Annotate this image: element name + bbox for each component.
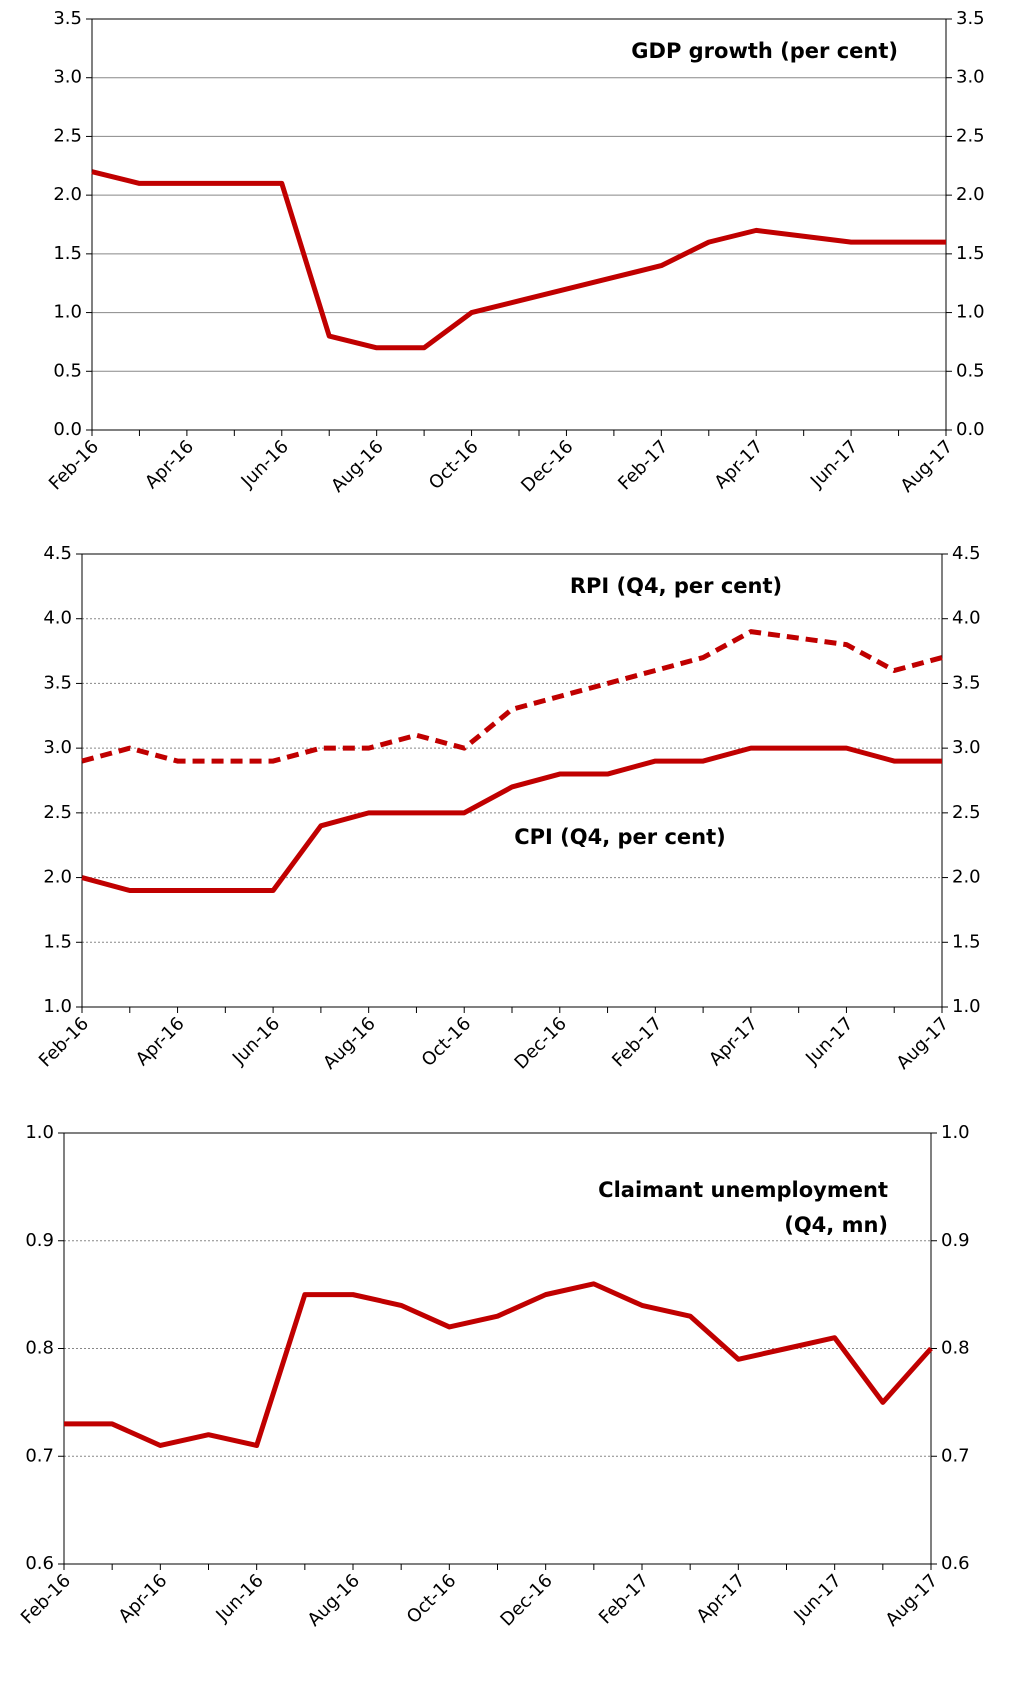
y-tick-label: 1.5 [53, 243, 82, 264]
y-tick-label: 0.9 [25, 1230, 54, 1251]
x-tick-label: Oct-16 [418, 1013, 476, 1071]
series-label: CPI (Q4, per cent) [514, 825, 726, 849]
series-line [81, 745, 942, 894]
y-tick-label: 3.5 [43, 672, 72, 693]
y2-tick-label: 3.0 [956, 67, 985, 88]
x-tick-label: Feb-16 [17, 1570, 75, 1628]
y2-tick-label: 0.5 [956, 360, 985, 381]
y-tick-label: 4.0 [43, 608, 72, 629]
x-tick-label: Feb-16 [35, 1013, 93, 1071]
chart-title: GDP growth (per cent) [631, 39, 898, 63]
y2-tick-label: 1.5 [956, 243, 985, 264]
y2-tick-label: 3.5 [952, 672, 981, 693]
y-tick-label: 2.0 [43, 867, 72, 888]
y-tick-label: 3.5 [53, 8, 82, 29]
y-tick-label: 2.5 [53, 125, 82, 146]
x-tick-label: Jun-16 [237, 436, 293, 492]
x-tick-label: Aug-17 [882, 1570, 942, 1630]
y2-tick-label: 1.0 [956, 302, 985, 323]
x-tick-label: Aug-16 [319, 1013, 379, 1073]
x-tick-label: Apr-16 [115, 1570, 172, 1627]
x-tick-label: Apr-17 [710, 436, 767, 493]
x-tick-label: Jun-16 [212, 1570, 268, 1626]
y-tick-label: 1.0 [53, 302, 82, 323]
y2-tick-label: 4.0 [952, 608, 981, 629]
chart-title: Claimant unemployment [598, 1178, 888, 1202]
x-tick-label: Aug-17 [897, 436, 957, 496]
y2-tick-label: 1.0 [952, 996, 981, 1017]
y-tick-label: 2.0 [53, 184, 82, 205]
y2-tick-label: 3.5 [956, 8, 985, 29]
series-label: RPI (Q4, per cent) [570, 574, 782, 598]
y2-tick-label: 1.5 [952, 931, 981, 952]
x-tick-label: Dec-16 [517, 436, 577, 496]
y-tick-label: 1.5 [43, 931, 72, 952]
y2-tick-label: 0.6 [941, 1553, 970, 1574]
y-tick-label: 1.0 [43, 996, 72, 1017]
x-tick-label: Dec-16 [511, 1013, 571, 1073]
y2-tick-label: 1.0 [941, 1122, 970, 1143]
x-tick-label: Feb-17 [595, 1570, 653, 1628]
y2-tick-label: 4.5 [952, 543, 981, 564]
x-tick-label: Aug-16 [327, 436, 387, 496]
y2-tick-label: 0.7 [941, 1445, 970, 1466]
y-tick-label: 4.5 [43, 543, 72, 564]
x-tick-label: Apr-16 [141, 436, 198, 493]
y2-tick-label: 0.8 [941, 1338, 970, 1359]
y2-tick-label: 3.0 [952, 737, 981, 758]
x-tick-label: Jun-17 [806, 436, 862, 492]
x-tick-label: Aug-16 [304, 1570, 364, 1630]
series-line [81, 629, 943, 764]
plot-frame [81, 553, 943, 1008]
x-tick-label: Dec-16 [496, 1570, 556, 1630]
y2-tick-label: 0.0 [956, 419, 985, 440]
y-tick-label: 0.5 [53, 360, 82, 381]
x-tick-label: Aug-17 [893, 1013, 953, 1073]
x-tick-label: Jun-17 [801, 1013, 857, 1069]
y-tick-label: 0.8 [25, 1338, 54, 1359]
x-tick-label: Jun-17 [790, 1570, 846, 1626]
y-tick-label: 0.7 [25, 1445, 54, 1466]
x-tick-label: Feb-17 [608, 1013, 666, 1071]
y2-tick-label: 2.0 [956, 184, 985, 205]
x-tick-label: Apr-16 [132, 1013, 189, 1070]
y-tick-label: 1.0 [25, 1122, 54, 1143]
y-tick-label: 3.0 [53, 67, 82, 88]
y-tick-label: 0.6 [25, 1553, 54, 1574]
x-tick-label: Oct-16 [425, 436, 483, 494]
y-tick-label: 0.0 [53, 419, 82, 440]
plot-frame [91, 18, 947, 431]
x-tick-label: Apr-17 [693, 1570, 750, 1627]
series-line [64, 1281, 933, 1448]
x-tick-label: Feb-16 [45, 436, 103, 494]
chart-title: (Q4, mn) [784, 1213, 888, 1237]
x-tick-label: Jun-16 [228, 1013, 284, 1069]
series-line [91, 169, 946, 351]
y2-tick-label: 0.9 [941, 1230, 970, 1251]
y2-tick-label: 2.5 [956, 125, 985, 146]
y2-tick-label: 2.0 [952, 867, 981, 888]
x-tick-label: Feb-17 [614, 436, 672, 494]
y-tick-label: 2.5 [43, 802, 72, 823]
x-tick-label: Apr-17 [705, 1013, 762, 1070]
x-tick-label: Oct-16 [403, 1570, 461, 1628]
y-tick-label: 3.0 [43, 737, 72, 758]
y2-tick-label: 2.5 [952, 802, 981, 823]
